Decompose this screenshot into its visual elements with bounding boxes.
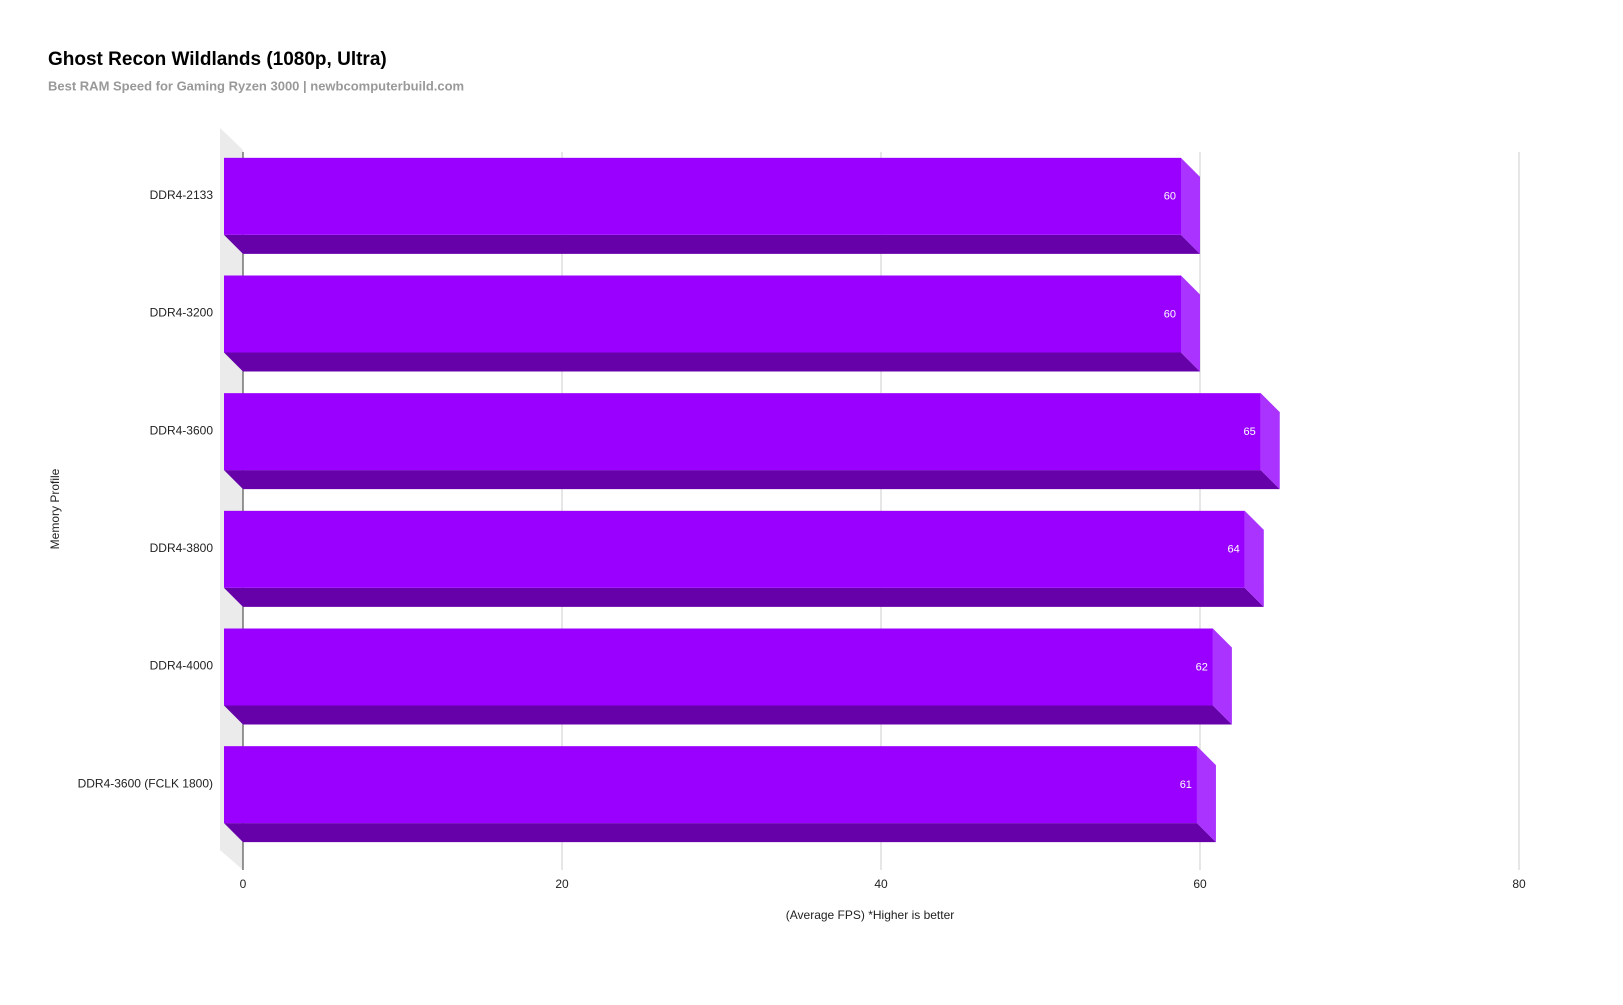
- bar: [224, 275, 1181, 353]
- x-tick-label: 80: [1512, 877, 1526, 891]
- chart-title: Ghost Recon Wildlands (1080p, Ultra): [48, 49, 387, 70]
- value-label: 64: [1228, 544, 1240, 556]
- y-tick-label: DDR4-4000: [150, 659, 214, 673]
- y-tick-label: DDR4-2133: [150, 188, 214, 202]
- x-tick-label: 60: [1193, 877, 1207, 891]
- bar: [224, 157, 1181, 235]
- value-label: 60: [1164, 191, 1176, 203]
- bar: [224, 393, 1261, 471]
- x-axis-label: (Average FPS) *Higher is better: [786, 908, 955, 922]
- bar-side: [1244, 510, 1264, 607]
- bar: [224, 628, 1213, 706]
- bar-bottom: [224, 587, 1264, 607]
- bar: [224, 746, 1197, 824]
- value-label: 61: [1180, 779, 1192, 791]
- x-tick-label: 20: [555, 877, 569, 891]
- bar-bottom: [224, 823, 1216, 843]
- y-tick-label: DDR4-3600 (FCLK 1800): [78, 776, 213, 790]
- bar-bottom: [224, 470, 1280, 490]
- bar-side: [1196, 746, 1216, 843]
- value-label: 60: [1164, 308, 1176, 320]
- value-label: 62: [1196, 661, 1208, 673]
- bar-bottom: [224, 234, 1200, 254]
- x-tick-label: 0: [240, 877, 247, 891]
- bar-side: [1181, 157, 1200, 254]
- bar-bottom: [224, 705, 1232, 725]
- x-tick-label: 40: [874, 877, 888, 891]
- bar-side: [1260, 393, 1280, 490]
- y-tick-label: DDR4-3200: [150, 306, 214, 320]
- bar-side: [1212, 628, 1232, 725]
- y-tick-label: DDR4-3600: [150, 423, 214, 437]
- bar-bottom: [224, 352, 1200, 372]
- bar: [224, 510, 1245, 588]
- y-axis-label: Memory Profile: [48, 468, 62, 549]
- value-label: 65: [1244, 426, 1256, 438]
- bar-side: [1181, 275, 1200, 372]
- y-tick-label: DDR4-3800: [150, 541, 214, 555]
- chart-subtitle: Best RAM Speed for Gaming Ryzen 3000 | n…: [48, 78, 464, 93]
